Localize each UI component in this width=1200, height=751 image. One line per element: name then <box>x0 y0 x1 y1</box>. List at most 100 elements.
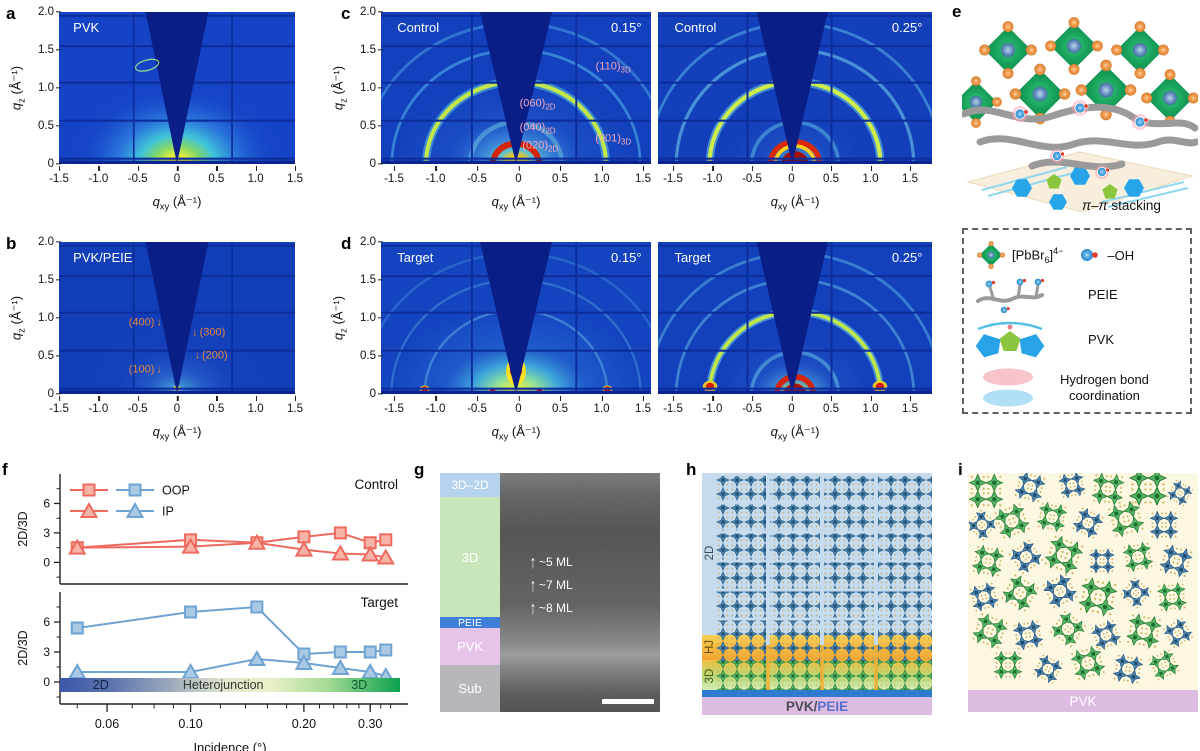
y-axis-label: qz (Å⁻¹) <box>330 295 350 341</box>
oh-groups <box>1012 100 1149 179</box>
giwaxs-image <box>658 242 932 394</box>
layer-sub: Sub <box>440 665 500 712</box>
substrate-bar-pvk-peie: PVK / PEIE <box>702 697 932 715</box>
y-axis-ticks: 2.0 1.5 1.0 0.5 0 <box>360 236 376 400</box>
ellipse-annotation <box>134 58 160 72</box>
incidence-angle: 0.15° <box>611 19 642 35</box>
svg-text:0.10: 0.10 <box>178 717 202 731</box>
ml-annotation: ↑ ~8 ML <box>530 597 573 619</box>
tem-grain <box>500 473 660 712</box>
panel-letter-g: g <box>414 460 425 479</box>
giwaxs-image <box>381 242 651 394</box>
y-axis-ticks: 2.0 1.5 1.0 0.5 0 <box>38 6 54 170</box>
panel-letter-h: h <box>686 460 697 479</box>
giwaxs-map-pvk: PVK <box>59 12 295 164</box>
x-axis-ticks: -1.5 -1.0 -0.5 0 0.5 1.0 1.5 <box>384 396 651 415</box>
svg-text:IP: IP <box>162 505 174 519</box>
pi-stacking-label: π–π stacking <box>1082 198 1161 213</box>
diffraction-annotations: (400) ↓ ↓ (300) ↓ (200) (100) ↓ <box>128 316 228 376</box>
svg-text:0: 0 <box>43 675 50 689</box>
giwaxs-map-control-015: Control 0.15° (110)3D (060)2D (040)2D (020)… <box>381 12 651 164</box>
svg-text:2D/3D: 2D/3D <box>16 630 30 665</box>
svg-text:3D: 3D <box>351 678 367 692</box>
y-axis-ticks: 2.0 1.5 1.0 0.5 0 <box>360 6 376 170</box>
y-axis-label: qz (Å⁻¹) <box>330 65 350 111</box>
layer-pvk: PVK <box>440 628 500 665</box>
peie-icon <box>976 278 1045 314</box>
map-title: PVK <box>73 19 100 35</box>
panel-letter-e: e <box>952 2 962 21</box>
svg-text:Target: Target <box>360 595 398 610</box>
map-title: Control <box>674 19 717 35</box>
pvk-icon <box>975 321 1045 358</box>
giwaxs-map-target-015: Target 0.15° <box>381 242 651 394</box>
svg-text:0: 0 <box>43 555 50 569</box>
zone-hj-label: HJ <box>704 639 716 655</box>
giwaxs-image <box>658 12 932 164</box>
map-title: Control <box>397 19 440 35</box>
svg-text:Control: Control <box>354 477 398 492</box>
svg-text:OOP: OOP <box>162 484 190 498</box>
layer-3d: 3D <box>440 497 500 617</box>
svg-text:6: 6 <box>43 615 50 629</box>
slash-text: / <box>813 698 818 714</box>
y-axis-label: qz (Å⁻¹) <box>8 295 28 341</box>
x-axis-label: qxy (Å⁻¹) <box>770 194 820 213</box>
panel-letter-b: b <box>6 234 17 253</box>
peie-text: PEIE <box>817 698 849 714</box>
pi-stacking-schematic <box>962 17 1198 213</box>
substrate-bar-pvk: PVK <box>968 690 1198 712</box>
scale-bar <box>602 699 654 704</box>
svg-text:2D/3D: 2D/3D <box>16 511 30 546</box>
incidence-angle: 0.25° <box>891 19 923 35</box>
svg-text:6: 6 <box>43 496 50 510</box>
giwaxs-map-control-025: Control 0.25° <box>658 12 932 164</box>
legend-row-pvk: PVK <box>974 316 1184 362</box>
svg-text:0.30: 0.30 <box>358 717 382 731</box>
map-title: Target <box>397 249 434 265</box>
x-axis-ticks: -1.5 -1.0 -0.5 0 0.5 1.0 1.5 <box>49 166 303 185</box>
tem-image: ↑ ~5 ML ↑ ~7 ML ↑ ~8 ML <box>500 473 660 712</box>
up-arrow-icon: ↑ <box>530 574 536 596</box>
scattered-crystals <box>968 473 1198 690</box>
giwaxs-image <box>59 242 295 394</box>
map-title: PVK/PEIE <box>73 249 133 265</box>
pvk-text: PVK <box>785 698 814 714</box>
x-axis-label: qxy (Å⁻¹) <box>152 194 202 213</box>
incidence-angle: 0.25° <box>891 249 923 265</box>
pbbr6-icon <box>976 240 1006 270</box>
panel-letter-a: a <box>6 4 16 23</box>
legend-row-peie: PEIE <box>974 272 1184 316</box>
x-axis-ticks: -1.5 -1.0 -0.5 0 0.5 1.0 1.5 <box>49 396 303 415</box>
zone-3d-label: 3D <box>704 668 716 684</box>
svg-text:0.20: 0.20 <box>292 717 316 731</box>
ml-annotation: ↑ ~5 ML <box>530 551 573 573</box>
x-axis-label: qxy (Å⁻¹) <box>152 424 202 443</box>
diffraction-annotations: (110)3D (060)2D (040)2D (020)2D (001)3D <box>519 60 632 154</box>
hydrogen-bond-label: Hydrogen bond coordination <box>1060 371 1149 403</box>
svg-text:0.06: 0.06 <box>95 717 119 731</box>
panel-letter-c: c <box>341 4 351 23</box>
up-arrow-icon: ↑ <box>530 597 536 619</box>
layer-peie: PEIE <box>440 617 500 629</box>
x-axis-label: qxy (Å⁻¹) <box>770 424 820 443</box>
ml-annotation: ↑ ~7 ML <box>530 574 573 596</box>
svg-text:Heterojunction: Heterojunction <box>183 678 264 692</box>
peie-interlayer <box>702 690 932 697</box>
incidence-angle: 0.15° <box>611 249 642 265</box>
giwaxs-map-target-025: Target 0.25° <box>658 242 932 394</box>
svg-text:2D: 2D <box>93 678 109 692</box>
crystal-lattice <box>716 473 932 690</box>
map-title: Target <box>674 249 711 265</box>
panel-letter-f: f <box>2 460 8 479</box>
layer-3d-2d: 3D–2D <box>440 473 500 497</box>
pvk-label: PVK <box>1088 331 1115 347</box>
panel-letter-i: i <box>958 460 963 479</box>
oh-icon <box>1081 249 1099 261</box>
giwaxs-image <box>59 12 295 164</box>
up-arrow-icon: ↑ <box>530 551 536 573</box>
y-axis-label: qz (Å⁻¹) <box>8 65 28 111</box>
ratio-vs-incidence-chart: 0 3 6 Control 2D/3D 0 3 6 Target 2D/3D OOP IP 0.06 0.… <box>16 474 408 751</box>
oh-label: –OH <box>1107 247 1135 263</box>
y-axis-ticks: 2.0 1.5 1.0 0.5 0 <box>38 236 54 400</box>
